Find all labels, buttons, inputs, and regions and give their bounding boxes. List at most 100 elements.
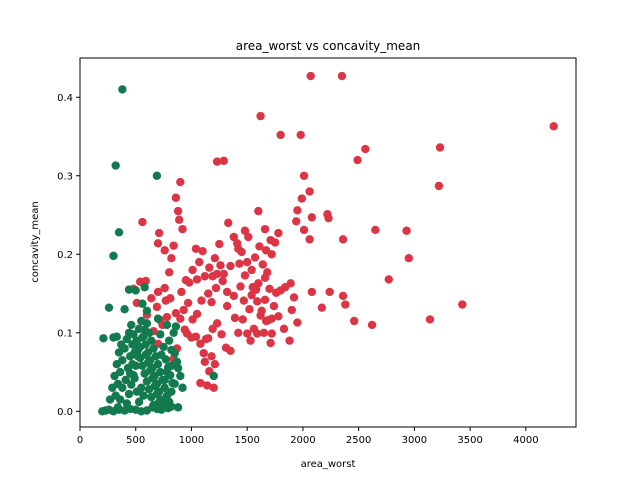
data-point-series-1	[138, 217, 147, 227]
data-point-series-2	[142, 306, 152, 315]
data-point-series-1	[153, 287, 163, 297]
data-point-series-1	[169, 241, 178, 250]
data-point-series-1	[435, 143, 445, 152]
data-point-series-1	[337, 71, 347, 81]
data-point-series-1	[250, 253, 260, 262]
data-point-series-1	[238, 315, 247, 324]
data-point-series-1	[299, 225, 309, 235]
data-point-series-1	[458, 300, 467, 309]
data-point-series-2	[115, 367, 125, 377]
data-point-series-1	[255, 242, 264, 251]
data-point-series-1	[160, 283, 169, 293]
data-point-series-1	[260, 273, 270, 283]
data-point-series-1	[207, 297, 216, 307]
data-point-series-1	[222, 287, 232, 297]
data-point-series-1	[296, 130, 305, 140]
data-point-series-1	[292, 217, 301, 226]
data-point-series-2	[173, 363, 183, 373]
data-point-series-2	[168, 378, 177, 388]
data-point-series-1	[208, 272, 217, 281]
data-point-series-2	[124, 389, 134, 399]
data-point-series-1	[285, 336, 294, 345]
data-point-series-1	[162, 312, 172, 322]
data-point-series-1	[229, 232, 239, 242]
data-point-series-1	[211, 283, 221, 293]
chart-title: area_worst vs concavity_mean	[236, 39, 421, 53]
data-point-series-1	[338, 291, 348, 301]
data-point-series-1	[253, 297, 262, 306]
data-point-series-1	[306, 71, 315, 81]
data-point-series-1	[246, 336, 255, 345]
data-point-series-2	[125, 369, 135, 378]
data-point-series-1	[178, 224, 187, 234]
data-point-series-1	[199, 349, 208, 358]
data-point-series-2	[139, 332, 148, 341]
data-point-series-1	[212, 157, 222, 166]
x-tick-label: 1000	[179, 435, 204, 446]
data-point-series-1	[171, 193, 181, 202]
y-axis-ticks: 0.0 0.1 0.2 0.3 0.4	[57, 93, 80, 418]
data-point-series-1	[247, 265, 256, 275]
points-layer	[98, 71, 558, 416]
data-point-series-1	[219, 269, 228, 279]
data-point-series-1	[270, 238, 280, 247]
data-point-series-1	[222, 301, 232, 311]
data-point-series-1	[367, 320, 377, 330]
x-axis-label: area_worst	[301, 459, 356, 470]
data-point-series-2	[98, 407, 107, 416]
data-point-series-2	[166, 370, 175, 380]
data-point-series-2	[118, 85, 127, 94]
data-point-series-1	[325, 287, 334, 297]
data-point-series-2	[134, 324, 144, 334]
data-point-series-1	[209, 383, 218, 392]
data-point-series-2	[176, 371, 185, 381]
data-point-series-1	[425, 315, 435, 324]
data-point-series-1	[248, 283, 257, 292]
data-point-series-1	[242, 257, 252, 267]
data-point-series-1	[242, 329, 252, 338]
data-point-series-1	[226, 346, 235, 356]
data-point-series-2	[131, 286, 140, 295]
data-point-series-2	[141, 340, 150, 349]
data-point-series-1	[384, 275, 393, 284]
data-point-series-1	[260, 295, 270, 305]
data-point-series-2	[171, 322, 181, 331]
data-point-series-1	[188, 265, 197, 275]
data-point-series-1	[253, 329, 262, 338]
data-point-series-1	[257, 306, 266, 315]
data-point-series-2	[137, 316, 146, 326]
data-point-series-1	[280, 283, 290, 292]
data-point-series-1	[218, 276, 227, 286]
data-point-series-1	[182, 329, 192, 338]
data-point-series-1	[274, 312, 283, 321]
data-point-series-2	[152, 171, 162, 180]
x-tick-label: 500	[126, 435, 145, 446]
data-point-series-1	[265, 284, 274, 294]
data-point-series-2	[178, 383, 187, 392]
data-point-series-2	[129, 330, 138, 339]
x-tick-label: 0	[77, 435, 83, 446]
data-point-series-2	[154, 387, 164, 396]
data-point-series-2	[150, 371, 159, 381]
x-tick-label: 3000	[402, 435, 427, 446]
data-point-series-1	[434, 181, 444, 191]
data-point-series-1	[226, 261, 235, 271]
data-point-series-1	[164, 268, 174, 277]
data-point-series-1	[191, 244, 201, 253]
data-point-series-2	[162, 320, 172, 330]
data-point-series-1	[202, 381, 212, 390]
data-point-series-2	[134, 397, 144, 407]
data-point-series-2	[153, 314, 163, 323]
data-point-series-2	[120, 344, 129, 353]
data-point-series-2	[115, 395, 125, 404]
data-point-series-2	[99, 334, 108, 343]
data-point-series-1	[260, 224, 270, 234]
data-point-series-1	[160, 246, 169, 255]
data-point-series-1	[200, 357, 210, 367]
data-point-series-1	[244, 232, 253, 242]
data-point-series-1	[299, 171, 309, 180]
data-point-series-1	[210, 254, 220, 263]
y-tick-label: 0.4	[57, 93, 73, 104]
data-point-series-2	[173, 403, 183, 412]
